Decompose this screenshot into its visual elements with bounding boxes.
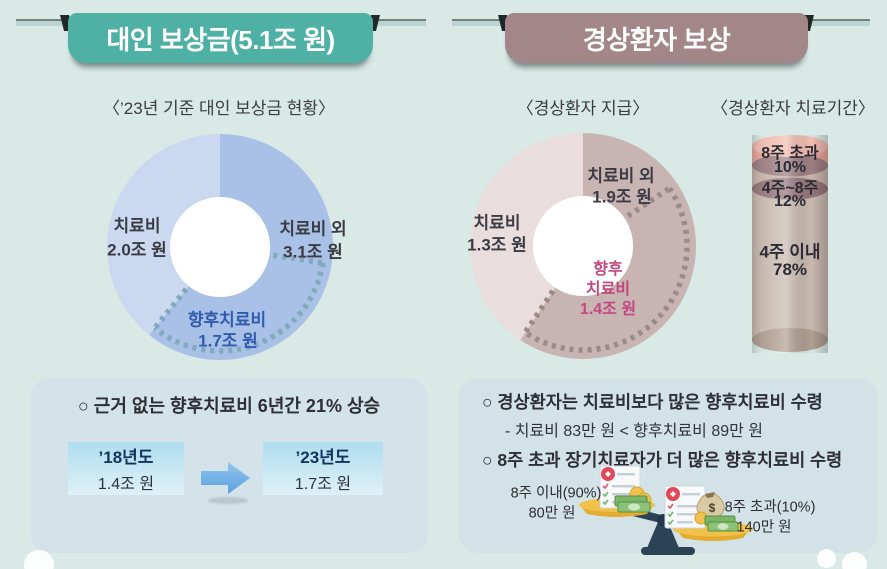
donut2-future-label-line1: 향후 bbox=[593, 261, 623, 278]
section-banner-personal-compensation: 대인 보상금(5.1조 원) bbox=[68, 13, 373, 63]
banner-title: 경상환자 보상 bbox=[582, 24, 731, 55]
scale-right-label: 8주 초과(10%) bbox=[724, 499, 816, 516]
donut1-slice-treatment-label: 치료비 bbox=[113, 216, 161, 236]
scale-left-label: 8주 이내(90%) bbox=[510, 485, 602, 502]
cyl-seg3-pct: 78% bbox=[772, 260, 808, 279]
donut1-future-value: 1.7조 원 bbox=[198, 331, 258, 351]
donut2-slice-treatment-value: 1.3조 원 bbox=[467, 235, 527, 255]
donut1-slice-other-value: 3.1조 원 bbox=[283, 242, 343, 262]
money-icon bbox=[694, 511, 739, 532]
svg-text:$: $ bbox=[709, 501, 716, 515]
year-label: ’18년도 bbox=[98, 448, 154, 467]
donut2-future-label-line2: 치료비 bbox=[585, 281, 631, 298]
chart-title-treatment-period: 〈경상환자 치료기간〉 bbox=[711, 99, 875, 118]
year-value: 1.7조 원 bbox=[294, 476, 352, 493]
medical-bill-icon bbox=[664, 485, 706, 529]
donut1-slice-treatment-value: 2.0조 원 bbox=[107, 240, 167, 260]
balance-scale-icon: $ bbox=[579, 465, 753, 555]
donut2-slice-treatment-label: 치료비 bbox=[473, 213, 521, 233]
minor-patient-payment-donut-chart bbox=[469, 133, 696, 359]
money-icon bbox=[614, 486, 652, 513]
arrow-right-icon bbox=[201, 462, 250, 494]
banner-rod-left bbox=[16, 19, 68, 26]
decorative-dot bbox=[24, 550, 54, 569]
banner-rod-left bbox=[372, 19, 426, 26]
section-banner-minor-patient: 경상환자 보상 bbox=[505, 13, 808, 63]
cyl-seg1-pct: 10% bbox=[773, 159, 807, 176]
year-value: 1.4조 원 bbox=[97, 476, 155, 493]
decorative-dot bbox=[817, 549, 836, 568]
chart-title-minor-payment: 〈경상환자 지급〉 bbox=[516, 99, 650, 118]
donut2-slice-other-label: 치료비 외 bbox=[587, 166, 655, 186]
banner-rod-right bbox=[452, 19, 507, 26]
cyl-seg2-label: 4주~8주 bbox=[761, 180, 819, 197]
bullet-over-8-weeks: ○ 8주 초과 장기치료자가 더 많은 향후치료비 수령 bbox=[482, 450, 843, 470]
cyl-seg3-label: 4주 이내 bbox=[759, 242, 821, 262]
bullet-sub-comparison: - 치료비 83만 원 < 향후치료비 89만 원 bbox=[505, 423, 764, 440]
year-box-2023: ’23년도 1.7조 원 bbox=[263, 442, 383, 495]
treatment-period-cylinder-chart bbox=[752, 135, 828, 353]
note-heading-future-cost-rise: ○ 근거 없는 향후치료비 6년간 21% 상승 bbox=[77, 396, 381, 416]
donut2-future-value: 1.4조 원 bbox=[579, 301, 637, 318]
donut1-slice-other-label: 치료비 외 bbox=[279, 219, 347, 239]
donut2-slice-other-value: 1.9조 원 bbox=[592, 187, 652, 207]
cyl-seg2-pct: 12% bbox=[773, 193, 807, 210]
scale-right-value: 140만 원 bbox=[736, 519, 792, 536]
banner-rod-right bbox=[806, 19, 870, 26]
chart-title-personal: 〈’23년 기준 대인 보상금 현황〉 bbox=[103, 99, 335, 118]
year-label: ’23년도 bbox=[295, 448, 351, 467]
personal-compensation-donut-chart bbox=[106, 134, 333, 360]
donut1-future-label: 향후치료비 bbox=[187, 310, 267, 330]
decorative-dot bbox=[842, 552, 867, 569]
bullet-more-future-cost: ○ 경상환자는 치료비보다 많은 향후치료비 수령 bbox=[482, 392, 823, 412]
banner-title: 대인 보상금(5.1조 원) bbox=[106, 24, 335, 55]
arrow-shadow bbox=[208, 497, 248, 504]
scale-left-value: 80만 원 bbox=[528, 505, 576, 522]
cyl-seg1-label: 8주 초과 bbox=[761, 145, 819, 162]
year-box-2018: ’18년도 1.4조 원 bbox=[68, 442, 184, 495]
